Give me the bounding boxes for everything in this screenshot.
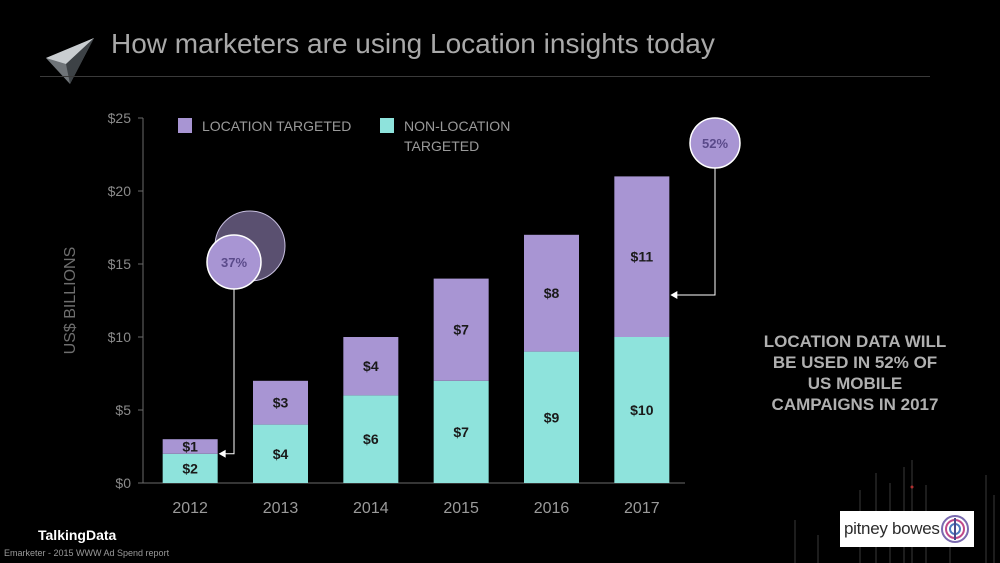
- bar-value-label: $6: [363, 431, 379, 447]
- callout-52-leader: [675, 168, 716, 296]
- x-category-label: 2015: [443, 500, 479, 517]
- chart-callouts: 37% 52%: [206, 117, 741, 458]
- bar-value-label: $11: [631, 249, 654, 265]
- y-axis-title: US$ BILLIONS: [62, 247, 79, 355]
- x-category-label: 2016: [534, 500, 570, 517]
- callout-37-leader: [223, 289, 235, 455]
- paper-plane-logo-icon: [46, 38, 94, 84]
- bar-segment-location: [253, 380, 308, 425]
- legend-label: NON-LOCATION TARGETED: [404, 118, 510, 154]
- y-tick-label: $20: [108, 183, 132, 199]
- bar-segment-non-location: [524, 351, 579, 483]
- bar-value-label: $10: [630, 402, 654, 418]
- pitney-bowes-logo-text: pitney bowes: [844, 519, 940, 538]
- y-tick-label: $5: [115, 402, 131, 418]
- bar-segment-non-location: [433, 380, 489, 483]
- chart-legend: LOCATION TARGETED NON-LOCATION TARGETED: [178, 118, 510, 154]
- y-tick-label: $25: [108, 110, 132, 126]
- y-tick-label: $15: [108, 256, 132, 272]
- callout-52-label: 52%: [702, 136, 728, 151]
- x-category-label: 2017: [624, 500, 660, 517]
- chart-bars: $2 $1 2012 $4 $3 2013 $6 $4 2014 $7 $7 2015 $9 $8 2016…: [162, 176, 670, 517]
- y-tick-label: $10: [108, 329, 132, 345]
- source-note: Emarketer - 2015 WWW Ad Spend report: [4, 548, 170, 558]
- bar-segment-location: [524, 234, 579, 352]
- x-category-label: 2014: [353, 500, 389, 517]
- x-category-label: 2012: [172, 500, 208, 517]
- bar-value-label: $2: [182, 460, 198, 476]
- legend-swatch: [178, 118, 192, 133]
- bar-segment-non-location: [253, 424, 308, 483]
- legend-swatch: [380, 118, 394, 133]
- side-note: LOCATION DATA WILL BE USED IN 52% OF US …: [763, 332, 947, 414]
- bar-segment-non-location: [614, 337, 670, 483]
- callout-52-arrow: [670, 291, 678, 299]
- bar-value-label: $4: [363, 358, 379, 374]
- legend-label: LOCATION TARGETED: [202, 118, 351, 134]
- x-category-label: 2013: [263, 500, 299, 517]
- callout-37-arrow: [218, 449, 226, 458]
- bar-value-label: $7: [453, 322, 469, 338]
- title-divider: [40, 76, 930, 77]
- bar-value-label: $3: [273, 395, 289, 411]
- bar-segment-location: [343, 337, 399, 396]
- y-tick-label: $0: [115, 475, 131, 491]
- chart-axes: $0 $5 $10 $15 $20 $25 US$ BILLIONS: [62, 110, 685, 491]
- pitney-bowes-logo: pitney bowes: [840, 511, 974, 547]
- bar-segment-location: [614, 176, 670, 337]
- bar-value-label: $8: [544, 285, 560, 301]
- pitney-bowes-mark-icon: [941, 515, 969, 543]
- callout-37-label: 37%: [221, 255, 247, 270]
- bar-segment-location: [433, 278, 489, 381]
- bar-value-label: $9: [544, 409, 560, 425]
- bar-value-label: $1: [182, 439, 198, 455]
- talkingdata-brand: TalkingData: [38, 527, 117, 543]
- bar-segment-non-location: [162, 453, 218, 483]
- bar-value-label: $7: [453, 424, 469, 440]
- bar-segment-non-location: [343, 395, 399, 483]
- bar-segment-location: [162, 439, 218, 454]
- slide-title: How marketers are using Location insight…: [111, 28, 715, 59]
- bar-value-label: $4: [273, 446, 289, 462]
